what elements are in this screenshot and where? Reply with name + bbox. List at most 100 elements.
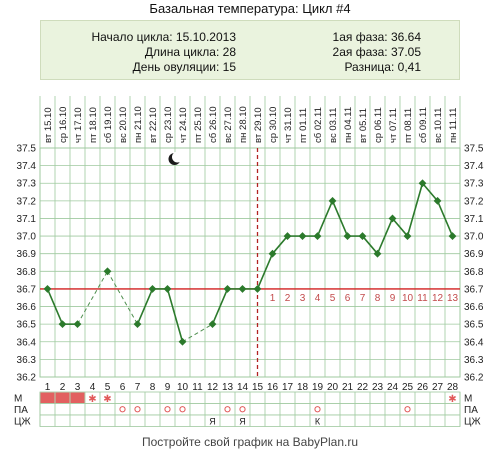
y-tick-label-left: 37.3 — [17, 179, 37, 190]
y-tick-label-right: 36.8 — [464, 267, 484, 278]
phase-day-label: 12 — [432, 293, 444, 304]
menstruation-mark — [40, 392, 55, 403]
y-tick-label-left: 37.5 — [17, 144, 37, 155]
data-point — [43, 285, 52, 293]
menstruation-mark — [70, 392, 85, 403]
date-label: ср 30.10 — [268, 107, 279, 143]
x-tick-label: 19 — [312, 382, 324, 393]
data-point — [328, 196, 337, 205]
x-tick-label: 11 — [192, 382, 203, 393]
y-tick-label-left: 36.9 — [17, 249, 37, 260]
data-point — [58, 320, 67, 329]
x-tick-label: 25 — [402, 382, 414, 393]
data-point — [403, 232, 412, 240]
x-tick-label: 24 — [387, 382, 399, 393]
phase-day-label: 6 — [345, 293, 351, 304]
date-label: чт 31.10 — [283, 107, 294, 143]
phase-difference: Разница: 0,41 — [344, 60, 421, 74]
date-label: пт 08.11 — [403, 108, 414, 143]
date-label: сб 09.11 — [418, 107, 429, 143]
series-gap-segment — [77, 271, 108, 325]
date-label: вс 10.11 — [433, 108, 444, 143]
x-tick-label: 9 — [165, 382, 171, 393]
pa-circle-icon — [404, 406, 411, 413]
series-segment — [256, 253, 274, 290]
x-tick-label: 4 — [90, 382, 96, 393]
data-point — [418, 179, 427, 188]
y-tick-label-right: 37.3 — [464, 179, 484, 190]
phase2-average: 2ая фаза: 37.05 — [332, 45, 421, 59]
date-label: ср 16.10 — [58, 107, 69, 143]
data-point — [268, 249, 277, 258]
date-label: пт 25.10 — [193, 107, 204, 143]
data-point — [163, 285, 172, 293]
date-label: вт 22.10 — [148, 107, 159, 143]
data-point — [283, 232, 292, 240]
x-tick-label: 17 — [282, 382, 294, 393]
x-tick-label: 7 — [135, 382, 141, 393]
footer-link[interactable]: Постройте свой график на BabyPlan.ru — [141, 435, 359, 449]
y-tick-label-left: 37.0 — [17, 232, 37, 243]
moon-icon-mask — [172, 151, 183, 163]
data-point — [133, 320, 142, 329]
phase-day-label: 13 — [447, 293, 459, 304]
series-gap-segment — [107, 271, 138, 325]
phase-day-label: 10 — [402, 293, 414, 304]
x-tick-label: 2 — [60, 382, 66, 393]
date-label: вс 03.11 — [328, 108, 339, 143]
phase-day-label: 8 — [375, 293, 381, 304]
date-label: пн 11.11 — [448, 108, 459, 143]
data-point — [298, 232, 307, 240]
series-segment — [376, 218, 394, 255]
m-star-icon: ✱ — [103, 394, 111, 405]
data-point — [103, 267, 112, 276]
data-point — [448, 232, 457, 240]
data-point — [178, 337, 187, 346]
y-tick-label-left: 36.8 — [17, 267, 37, 278]
cycle-start: Начало цикла: 15.10.2013 — [91, 30, 236, 44]
pa-circle-icon — [179, 406, 186, 413]
x-tick-label: 12 — [207, 382, 219, 393]
phase1-average: 1ая фаза: 36.64 — [332, 30, 421, 44]
x-tick-label: 22 — [357, 382, 369, 393]
date-label: вт 05.11 — [358, 108, 369, 143]
phase-day-label: 4 — [315, 293, 321, 304]
y-tick-label-right: 36.7 — [464, 284, 484, 295]
series-segment — [361, 235, 379, 255]
y-tick-label-right: 36.3 — [464, 355, 484, 366]
x-tick-label: 14 — [237, 382, 249, 393]
date-label: ср 23.10 — [163, 107, 174, 143]
row-label-right: ПА — [464, 405, 478, 416]
date-label: вт 29.10 — [253, 107, 264, 143]
series-segment — [331, 200, 349, 237]
data-point — [373, 249, 382, 258]
row-label-right: ЦЖ — [464, 417, 481, 428]
y-tick-label-left: 36.6 — [17, 302, 37, 313]
date-label: вт 15.10 — [43, 107, 54, 143]
x-tick-label: 5 — [105, 382, 111, 393]
series-segment — [46, 288, 64, 325]
data-point — [313, 232, 322, 240]
y-tick-label-left: 37.1 — [17, 214, 37, 225]
y-tick-label-right: 37.1 — [464, 214, 484, 225]
x-tick-label: 21 — [342, 382, 354, 393]
pa-circle-icon — [224, 406, 231, 413]
row-label-right: М — [464, 394, 472, 405]
y-tick-label-right: 36.5 — [464, 320, 484, 331]
series-gap-segment — [182, 323, 213, 343]
y-tick-label-right: 36.2 — [464, 373, 484, 384]
data-point — [238, 285, 247, 293]
series-segment — [436, 200, 454, 237]
y-tick-label-left: 37.2 — [17, 196, 37, 207]
x-tick-label: 28 — [447, 382, 459, 393]
ovulation-day: День овуляции: 15 — [132, 60, 236, 74]
x-tick-label: 3 — [75, 382, 81, 393]
date-label: чт 07.11 — [388, 108, 399, 143]
row-label-left: М — [14, 394, 22, 405]
y-tick-label-left: 36.4 — [17, 337, 37, 348]
czh-mark: Я — [239, 417, 246, 427]
date-label: сб 26.10 — [208, 106, 219, 143]
y-tick-label-right: 37.2 — [464, 196, 484, 207]
y-tick-label-left: 36.5 — [17, 320, 37, 331]
